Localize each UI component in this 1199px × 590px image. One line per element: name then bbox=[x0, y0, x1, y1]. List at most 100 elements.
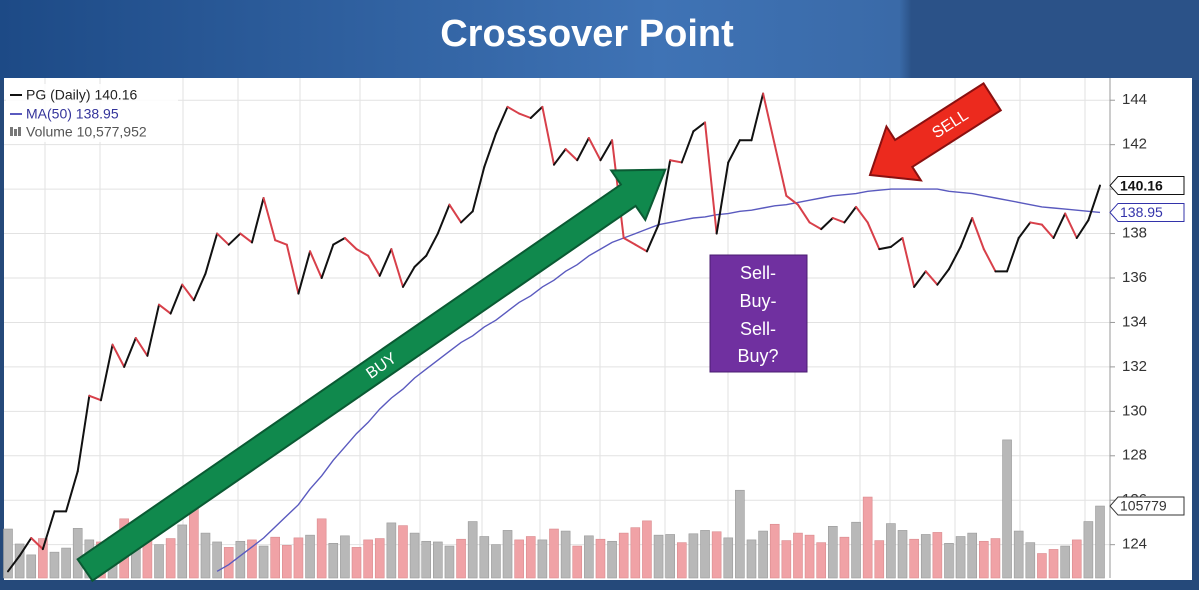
price-segment bbox=[65, 470, 79, 513]
volume-bar bbox=[467, 521, 478, 579]
price-segment bbox=[76, 394, 91, 473]
price-segment bbox=[901, 237, 916, 288]
title-bar bbox=[0, 0, 1199, 80]
y-tick-label: 136 bbox=[1122, 269, 1147, 286]
y-tick-label: 134 bbox=[1122, 313, 1147, 330]
y-tick-label: 132 bbox=[1122, 358, 1147, 375]
price-segment bbox=[401, 265, 416, 288]
volume-bar bbox=[38, 538, 48, 579]
legend-swatch bbox=[18, 127, 21, 136]
volume-bar bbox=[3, 528, 13, 579]
volume-bar bbox=[1071, 539, 1082, 579]
volume-bar bbox=[630, 527, 641, 579]
volume-bar bbox=[328, 543, 339, 579]
volume-bar bbox=[595, 538, 606, 579]
volume-bar bbox=[525, 536, 536, 579]
price-tag: 140.16 bbox=[1109, 176, 1185, 196]
price-segment bbox=[599, 139, 614, 162]
volume-bar bbox=[49, 551, 60, 579]
volume-bar bbox=[26, 554, 37, 579]
price-segment bbox=[169, 283, 184, 315]
price-segment bbox=[320, 243, 335, 279]
price-segment bbox=[99, 343, 114, 402]
volume-bar bbox=[653, 534, 664, 579]
price-segment bbox=[855, 205, 869, 224]
volume-bar bbox=[177, 524, 188, 579]
value-tag-text: 105779 bbox=[1120, 498, 1167, 514]
legend-label: MA(50) 138.95 bbox=[26, 106, 119, 122]
price-segment bbox=[808, 221, 823, 231]
volume-bar bbox=[258, 545, 269, 579]
volume-bar bbox=[444, 545, 455, 579]
price-segment bbox=[576, 137, 590, 162]
price-segment bbox=[587, 137, 602, 162]
y-tick-label: 144 bbox=[1122, 91, 1147, 108]
price-segment bbox=[134, 337, 149, 357]
note-line: Sell- bbox=[740, 263, 776, 283]
price-segment bbox=[123, 337, 137, 368]
price-segment bbox=[30, 537, 44, 551]
price-segment bbox=[959, 217, 974, 248]
sell-arrow-shape bbox=[868, 82, 1003, 182]
volume-bar bbox=[607, 540, 617, 579]
price-segment bbox=[181, 283, 195, 302]
volume-bar bbox=[316, 518, 327, 579]
volume-bar bbox=[700, 530, 710, 579]
price-segment bbox=[192, 272, 207, 302]
volume-bar bbox=[723, 537, 734, 579]
buy-arrow-shape bbox=[76, 168, 667, 583]
value-tag-text: 140.16 bbox=[1120, 177, 1163, 193]
note-line: Sell- bbox=[740, 319, 776, 339]
price-segment bbox=[250, 197, 265, 244]
note-line: Buy? bbox=[737, 346, 778, 366]
price-segment bbox=[436, 203, 451, 235]
ma-tag: 138.95 bbox=[1109, 202, 1185, 222]
volume-bar bbox=[409, 532, 420, 579]
price-segment bbox=[146, 303, 161, 357]
volume-bar bbox=[1095, 505, 1105, 579]
price-segment bbox=[622, 237, 637, 246]
volume-bar bbox=[398, 525, 408, 579]
legend-bg bbox=[6, 84, 178, 142]
volume-bar bbox=[456, 538, 466, 579]
volume-bar bbox=[816, 542, 826, 579]
price-segment bbox=[204, 232, 219, 275]
price-segment bbox=[158, 303, 172, 315]
volume-bar bbox=[189, 507, 199, 579]
volume-bar bbox=[351, 547, 362, 579]
price-segment bbox=[1052, 212, 1067, 239]
legend-swatch bbox=[10, 127, 13, 136]
price-segment bbox=[796, 203, 811, 224]
volume-bar bbox=[479, 536, 490, 579]
volume-bar bbox=[897, 530, 908, 579]
sell-arrow: SELL bbox=[868, 82, 1003, 182]
volume-bar bbox=[433, 541, 443, 579]
price-segment bbox=[1075, 219, 1090, 239]
price-segment bbox=[483, 132, 497, 168]
price-segment bbox=[541, 105, 555, 166]
y-tick-label: 138 bbox=[1122, 225, 1147, 242]
volume-bar bbox=[793, 532, 803, 579]
price-segment bbox=[866, 221, 881, 251]
volume-bar bbox=[235, 540, 246, 579]
price-segment bbox=[471, 165, 486, 213]
price-segment bbox=[715, 161, 730, 235]
volume-bar bbox=[282, 545, 292, 579]
volume-bar bbox=[886, 523, 896, 579]
price-segment bbox=[843, 205, 858, 224]
price-segment bbox=[274, 239, 288, 246]
price-segment bbox=[332, 237, 346, 246]
volume-bar bbox=[61, 547, 71, 579]
y-tick-label: 128 bbox=[1122, 447, 1147, 464]
volume-bar bbox=[374, 538, 385, 579]
volume-bar bbox=[572, 545, 583, 579]
price-segment bbox=[460, 210, 474, 224]
price-segment bbox=[692, 121, 707, 133]
volume-bar bbox=[247, 539, 257, 579]
price-segment bbox=[7, 554, 21, 573]
price-segment bbox=[878, 245, 892, 251]
volume-bar bbox=[270, 536, 280, 579]
price-segment bbox=[1029, 221, 1043, 226]
